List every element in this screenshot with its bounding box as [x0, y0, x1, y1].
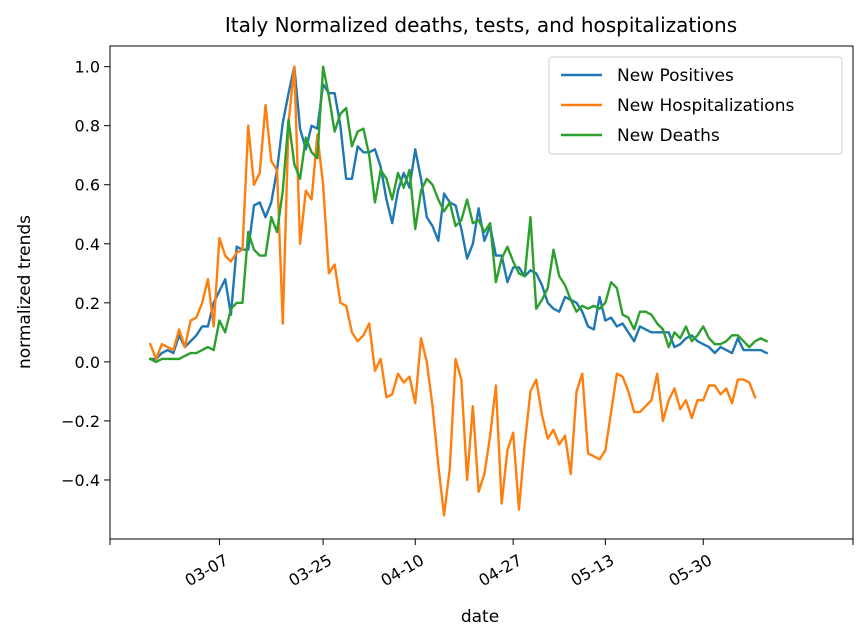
chart-title: Italy Normalized deaths, tests, and hosp… [225, 13, 737, 37]
plot-frame [109, 45, 854, 540]
legend-box [548, 56, 843, 155]
y-tick-label: 1.0 [75, 58, 100, 77]
y-tick-label: 0.2 [75, 294, 100, 313]
legend-label: New Deaths [617, 126, 720, 146]
y-tick-label: −0.4 [61, 471, 100, 490]
x-axis-label: date [461, 607, 499, 627]
y-tick-label: 0.0 [75, 353, 100, 372]
legend-label: New Hospitalizations [617, 96, 794, 116]
y-tick-label: 0.8 [75, 117, 100, 136]
y-tick-label: −0.2 [61, 412, 100, 431]
y-tick-label: 0.6 [75, 176, 100, 195]
legend-label: New Positives [617, 66, 734, 86]
plot-area [148, 65, 769, 517]
series-line-new-deaths [148, 65, 769, 364]
y-axis: −0.4 −0.2 0.0 0.2 0.4 0.6 0.8 1.0 [61, 58, 110, 490]
legend: New Positives New Hospitalizations New Dea… [548, 56, 843, 155]
y-axis-label: normalized trends [15, 215, 35, 369]
y-tick-label: 0.4 [75, 235, 100, 254]
series-line-new-hospitalizations [148, 65, 757, 517]
